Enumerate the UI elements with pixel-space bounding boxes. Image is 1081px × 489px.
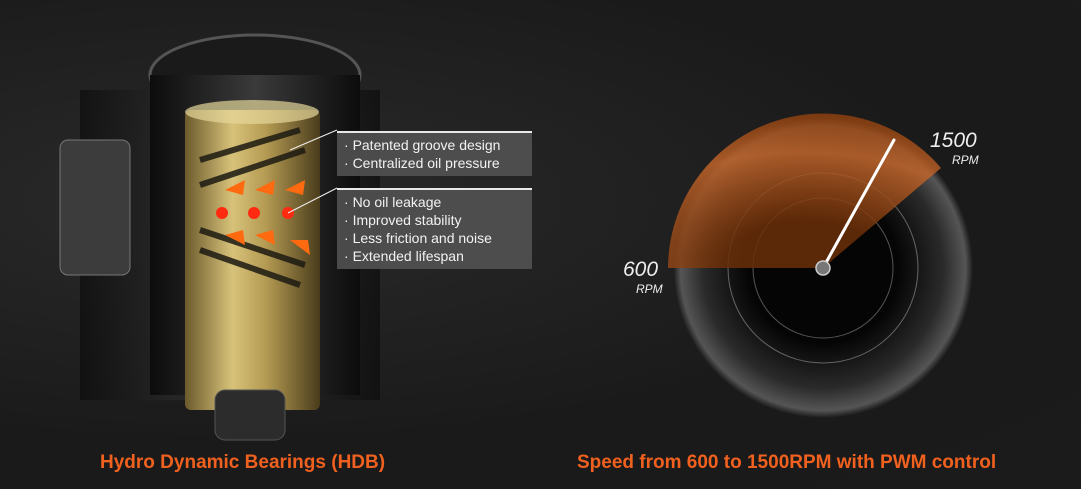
feature-lifespan: Extended lifespan	[352, 248, 464, 264]
feature-friction: Less friction and noise	[352, 230, 492, 246]
gauge-needle	[821, 138, 896, 270]
max-rpm-value: 1500	[930, 129, 977, 152]
rpm-gauge	[668, 113, 973, 418]
bearing-illustration	[59, 33, 380, 441]
feature-oil-pressure: Centralized oil pressure	[352, 155, 500, 171]
hdb-caption: Hydro Dynamic Bearings (HDB)	[100, 452, 386, 473]
min-rpm-unit: RPM	[636, 282, 663, 296]
feature-text: · Less friction and noise	[344, 230, 492, 246]
max-rpm-label: 1500 RPM	[930, 129, 979, 167]
min-rpm-value: 600	[623, 258, 659, 281]
max-rpm-unit: RPM	[952, 153, 979, 167]
rpm-range-fill	[668, 113, 941, 269]
feature-groove: Patented groove design	[352, 137, 501, 153]
feature-text: · No oil leakage	[344, 194, 442, 210]
feature-text: · Centralized oil pressure	[344, 155, 500, 171]
feature-text: · Improved stability	[344, 212, 462, 228]
callout-groove: · Patented groove design · Centralized o…	[337, 131, 532, 176]
feature-stability: Improved stability	[352, 212, 462, 228]
speed-caption: Speed from 600 to 1500RPM with PWM contr…	[577, 452, 997, 473]
callout-benefits: · No oil leakage · Improved stability · …	[337, 188, 532, 269]
feature-text: · Extended lifespan	[344, 248, 464, 264]
min-rpm-label: 600 RPM	[623, 258, 663, 296]
feature-text: · Patented groove design	[344, 137, 501, 153]
feature-no-leakage: No oil leakage	[352, 194, 442, 210]
